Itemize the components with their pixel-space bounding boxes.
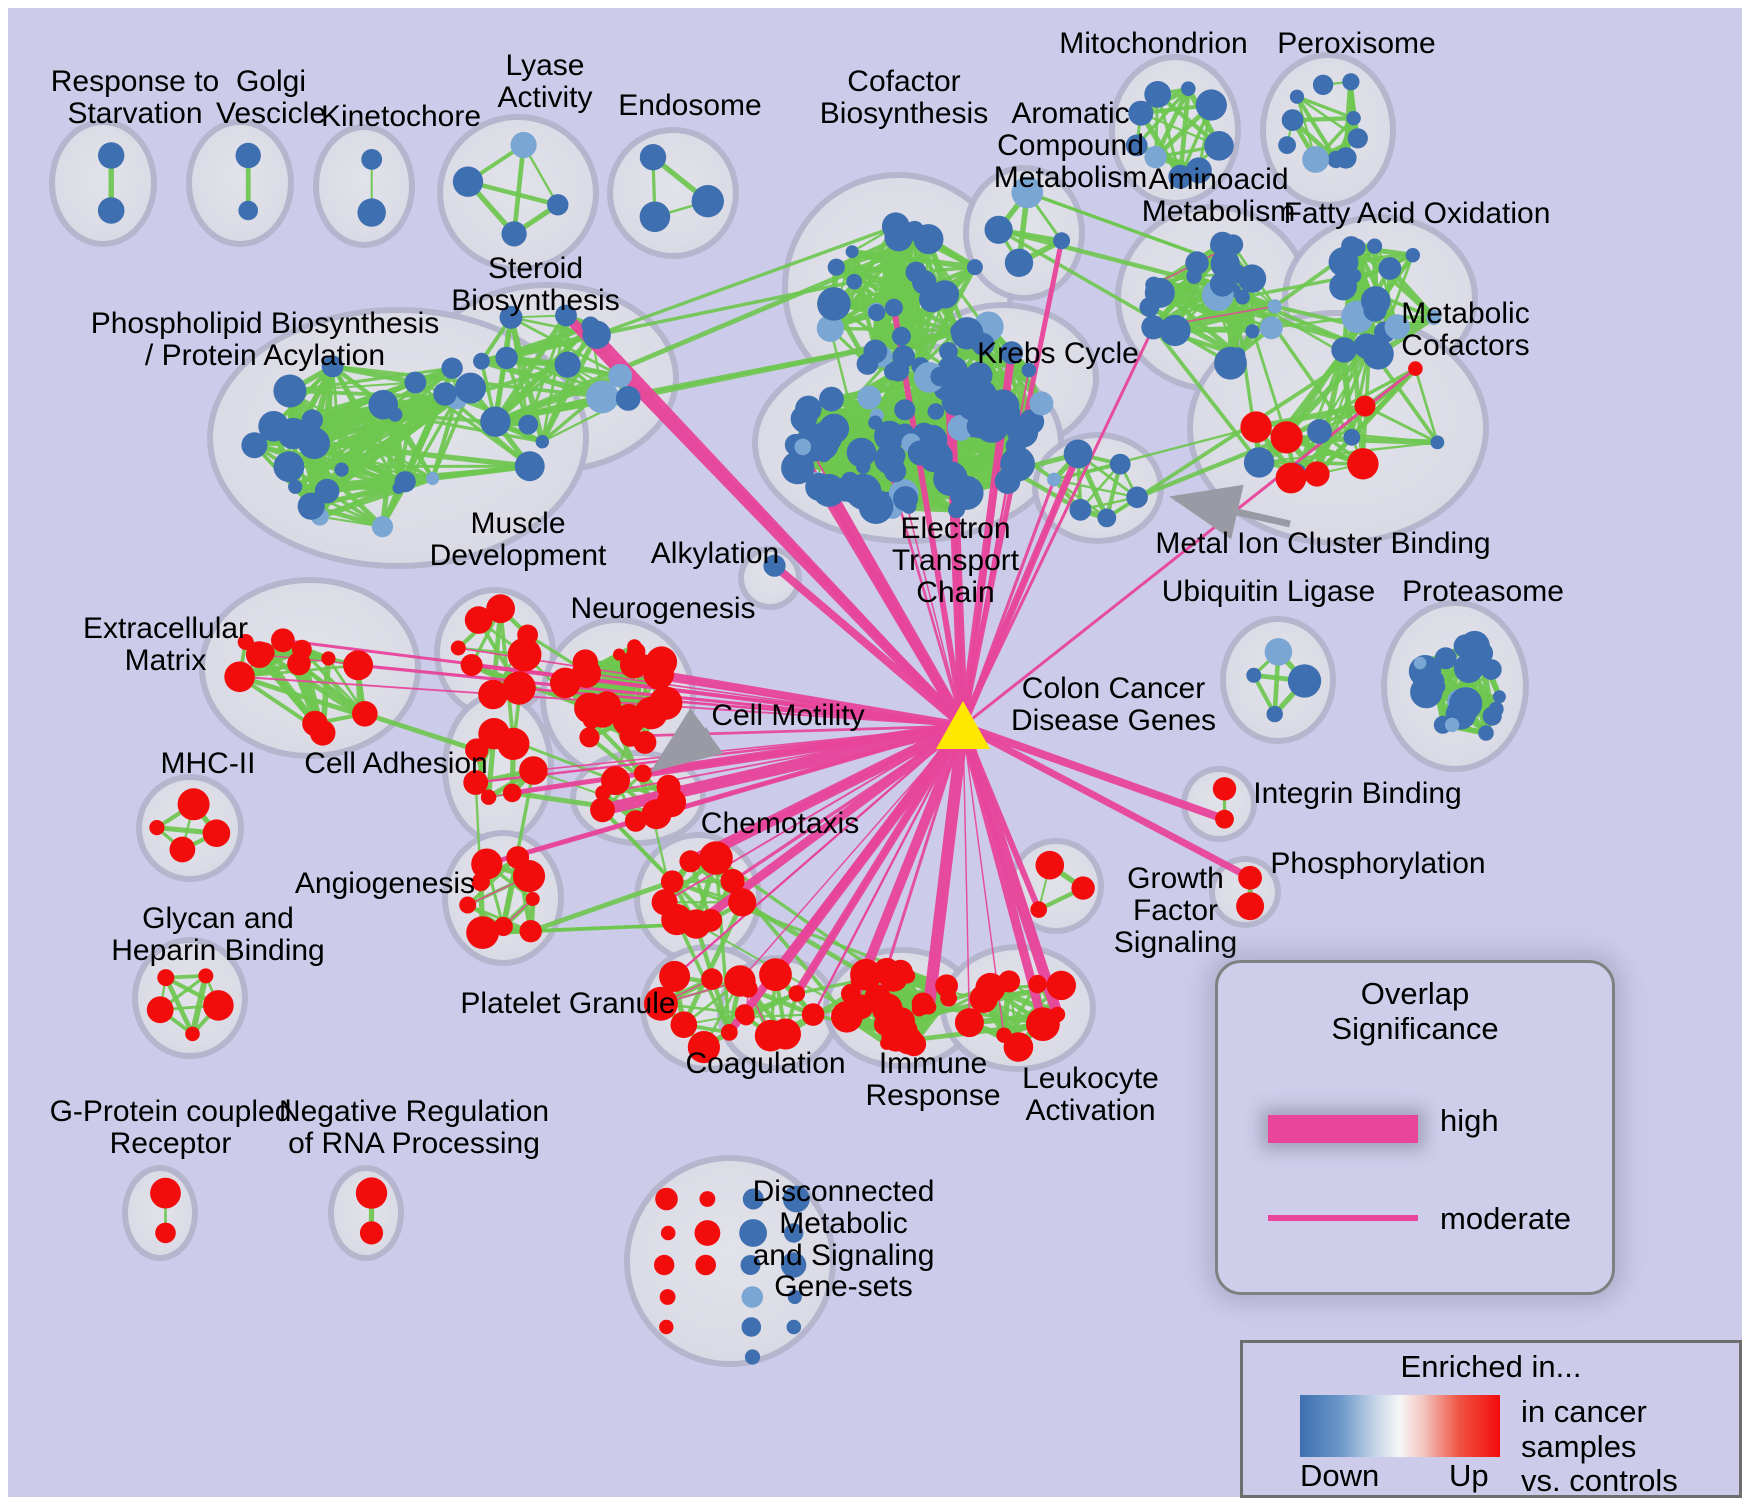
colon-cancer-hub-node[interactable] bbox=[936, 701, 990, 749]
overlap-high-swatch bbox=[1268, 1115, 1418, 1143]
enrichment-legend: Enriched in... Down Up in cancer samples… bbox=[1240, 1340, 1742, 1498]
overlap-moderate-label: moderate bbox=[1440, 1201, 1571, 1236]
network-canvas: Response to Starvation Golgi Vescicle Kine… bbox=[8, 8, 1742, 1498]
overlap-significance-legend: Overlap Significance high moderate bbox=[1215, 960, 1615, 1295]
pointer-arrows bbox=[650, 484, 1291, 773]
enrichment-color-ramp bbox=[1300, 1395, 1500, 1457]
overlap-legend-title: Overlap Significance bbox=[1331, 976, 1499, 1046]
enrichment-legend-title: Enriched in... bbox=[1400, 1349, 1582, 1384]
enrichment-up-label: Up bbox=[1449, 1458, 1489, 1493]
network-svg bbox=[49, 52, 1529, 1367]
enrichment-down-label: Down bbox=[1300, 1458, 1380, 1493]
overlap-high-label: high bbox=[1440, 1103, 1499, 1138]
overlap-moderate-swatch bbox=[1268, 1215, 1418, 1221]
enrichment-context-label: in cancer samples vs. controls bbox=[1521, 1394, 1678, 1499]
